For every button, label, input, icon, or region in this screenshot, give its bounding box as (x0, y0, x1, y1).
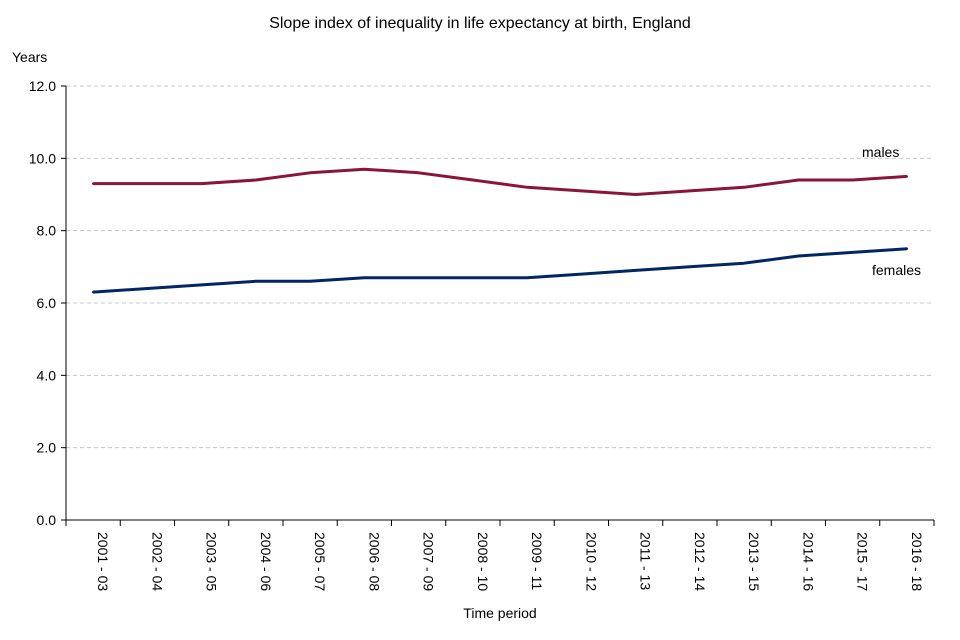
x-tick-label: 2006 - 08 (366, 532, 382, 591)
data-point-females (363, 276, 366, 279)
x-tick-label: 2007 - 09 (421, 532, 437, 591)
data-point-females (417, 276, 420, 279)
data-point-females (471, 276, 475, 279)
data-point-females (308, 280, 312, 283)
data-point-males (471, 178, 475, 182)
data-point-females (905, 247, 909, 250)
x-axis-label: Time period (463, 605, 536, 621)
x-tick-label: 2016 - 18 (909, 532, 925, 591)
data-point-males (91, 182, 95, 185)
x-tick-label: 2004 - 06 (258, 532, 274, 591)
x-tick-label: 2005 - 07 (312, 532, 328, 591)
x-tick-label: 2013 - 15 (746, 532, 762, 591)
x-tick-labels: 2001 - 03 2002 - 04 2003 - 05 2004 - 06 2005… (95, 532, 925, 591)
series-label-females: females (872, 262, 921, 278)
x-tick-label: 2011 - 13 (638, 532, 654, 590)
data-point-males (580, 189, 583, 193)
y-tick-label: 12.0 (29, 78, 56, 94)
series-label-males: males (862, 144, 899, 160)
data-point-females (742, 262, 746, 265)
x-tick-label: 2012 - 14 (692, 532, 708, 591)
y-tick-label: 6.0 (37, 295, 57, 311)
x-tick-label: 2003 - 05 (204, 532, 220, 591)
data-point-males (254, 178, 258, 182)
data-point-males (146, 182, 149, 185)
data-point-females (91, 290, 95, 294)
series-lines (91, 167, 909, 294)
x-tick-label: 2008 - 10 (475, 532, 491, 591)
data-point-males (200, 182, 203, 185)
series-line-males (93, 167, 907, 196)
data-point-females (200, 283, 203, 287)
data-point-males (851, 178, 854, 182)
data-point-males (688, 189, 692, 193)
series-line-females (93, 247, 907, 294)
y-axis-label: Years (12, 49, 47, 65)
data-point-males (363, 167, 366, 171)
data-point-males (308, 171, 312, 174)
data-point-females (580, 272, 583, 276)
x-tick-label: 2015 - 17 (855, 532, 871, 591)
data-point-females (254, 280, 258, 283)
y-tick-label: 8.0 (37, 223, 57, 239)
data-point-males (525, 186, 529, 189)
x-tick-label: 2002 - 04 (149, 532, 165, 591)
y-tick-labels: 0.0 2.0 4.0 6.0 8.0 10.0 12.0 (29, 78, 56, 528)
y-tick-label: 0.0 (37, 512, 57, 528)
data-point-females (851, 251, 854, 254)
y-tick-label: 10.0 (29, 150, 56, 166)
x-tick-label: 2009 - 11 (529, 532, 545, 590)
y-tick-label: 2.0 (37, 440, 57, 456)
data-point-females (525, 276, 529, 279)
gridlines (66, 85, 934, 449)
axes (61, 85, 935, 526)
data-point-females (146, 287, 149, 290)
data-point-females (688, 265, 692, 269)
x-tick-label: 2001 - 03 (95, 532, 111, 591)
y-tick-label: 4.0 (37, 367, 57, 383)
data-point-males (905, 175, 909, 178)
data-point-females (634, 269, 637, 272)
data-point-males (417, 171, 420, 174)
x-tick-label: 2010 - 12 (583, 532, 599, 591)
data-point-males (634, 193, 637, 196)
data-point-females (797, 254, 800, 258)
data-point-males (742, 186, 746, 189)
data-point-males (797, 178, 800, 182)
chart-title: Slope index of inequality in life expect… (269, 15, 691, 32)
x-tick-label: 2014 - 16 (800, 532, 816, 591)
